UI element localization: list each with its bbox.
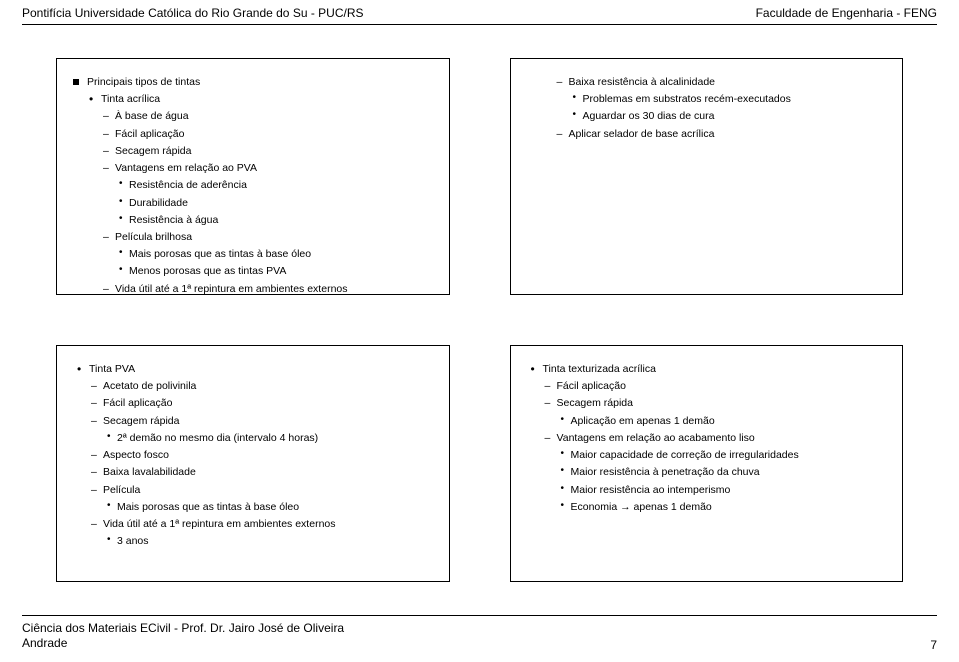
slide4-l3-4: Economia → apenas 1 demão xyxy=(527,500,887,515)
slide1-l3-3: Mais porosas que as tintas à base óleo xyxy=(73,247,433,262)
slide3-l1-0: Tinta PVA xyxy=(73,362,433,377)
header-left: Pontifícia Universidade Católica do Rio … xyxy=(22,6,364,20)
slide3-l2-3: Aspecto fosco xyxy=(73,448,433,463)
slide-1-content: Principais tipos de tintas Tinta acrílic… xyxy=(73,75,433,295)
footer-line2: Andrade xyxy=(22,636,344,652)
slide2-l2-1: Aplicar selador de base acrílica xyxy=(527,127,887,142)
slide3-l2-4: Baixa lavalabilidade xyxy=(73,465,433,480)
slide4-l3-0: Aplicação em apenas 1 demão xyxy=(527,414,887,429)
slide-1: Principais tipos de tintas Tinta acrílic… xyxy=(56,58,450,295)
header: Pontifícia Universidade Católica do Rio … xyxy=(0,6,959,20)
slide4-l2-0: Fácil aplicação xyxy=(527,379,887,394)
slide-2: Baixa resistência à alcalinidade Problem… xyxy=(510,58,904,295)
slide-3: Tinta PVA Acetato de polivinila Fácil ap… xyxy=(56,345,450,582)
slide2-l3-0: Problemas em substratos recém-executados xyxy=(527,92,887,107)
slide-4-content: Tinta texturizada acrílica Fácil aplicaç… xyxy=(527,362,887,515)
slide1-l0-0: Principais tipos de tintas xyxy=(73,75,433,90)
footer: Ciência dos Materiais ECivil - Prof. Dr.… xyxy=(22,621,937,652)
slide1-l2-1: Fácil aplicação xyxy=(73,127,433,142)
footer-left: Ciência dos Materiais ECivil - Prof. Dr.… xyxy=(22,621,344,652)
slide1-l2-2: Secagem rápida xyxy=(73,144,433,159)
slide3-l2-5: Película xyxy=(73,483,433,498)
slide2-l3-1: Aguardar os 30 dias de cura xyxy=(527,109,887,124)
slide3-l3-0: 2ª demão no mesmo dia (intervalo 4 horas… xyxy=(73,431,433,446)
slide2-l2-0: Baixa resistência à alcalinidade xyxy=(527,75,887,90)
slide1-l3-4: Menos porosas que as tintas PVA xyxy=(73,264,433,279)
slide-2-content: Baixa resistência à alcalinidade Problem… xyxy=(527,75,887,142)
page: Pontifícia Universidade Católica do Rio … xyxy=(0,0,959,662)
page-number: 7 xyxy=(930,638,937,652)
header-rule xyxy=(22,24,937,25)
slide-4: Tinta texturizada acrílica Fácil aplicaç… xyxy=(510,345,904,582)
footer-rule xyxy=(22,615,937,616)
slide1-l2-5: Vida útil até a 1ª repintura em ambiente… xyxy=(73,282,433,295)
slide4-l2-2: Vantagens em relação ao acabamento liso xyxy=(527,431,887,446)
slide-grid: Principais tipos de tintas Tinta acrílic… xyxy=(56,58,903,582)
header-right: Faculdade de Engenharia - FENG xyxy=(756,6,937,20)
slide4-l3-2: Maior resistência à penetração da chuva xyxy=(527,465,887,480)
slide1-l3-1: Durabilidade xyxy=(73,196,433,211)
slide1-l2-4: Película brilhosa xyxy=(73,230,433,245)
slide4-l3-3: Maior resistência ao intemperismo xyxy=(527,483,887,498)
slide3-l2-6: Vida útil até a 1ª repintura em ambiente… xyxy=(73,517,433,532)
slide3-l3-1: Mais porosas que as tintas à base óleo xyxy=(73,500,433,515)
slide4-l2-1: Secagem rápida xyxy=(527,396,887,411)
slide1-l3-2: Resistência à água xyxy=(73,213,433,228)
slide1-l2-3: Vantagens em relação ao PVA xyxy=(73,161,433,176)
footer-line1: Ciência dos Materiais ECivil - Prof. Dr.… xyxy=(22,621,344,637)
slide4-l3-1: Maior capacidade de correção de irregula… xyxy=(527,448,887,463)
slide3-l2-0: Acetato de polivinila xyxy=(73,379,433,394)
slide1-l1-0: Tinta acrílica xyxy=(73,92,433,107)
slide3-l2-2: Secagem rápida xyxy=(73,414,433,429)
slide4-l1-0: Tinta texturizada acrílica xyxy=(527,362,887,377)
slide1-l2-0: À base de água xyxy=(73,109,433,124)
slide3-l2-1: Fácil aplicação xyxy=(73,396,433,411)
slide1-l3-0: Resistência de aderência xyxy=(73,178,433,193)
slide-3-content: Tinta PVA Acetato de polivinila Fácil ap… xyxy=(73,362,433,549)
slide3-l3-2: 3 anos xyxy=(73,534,433,549)
